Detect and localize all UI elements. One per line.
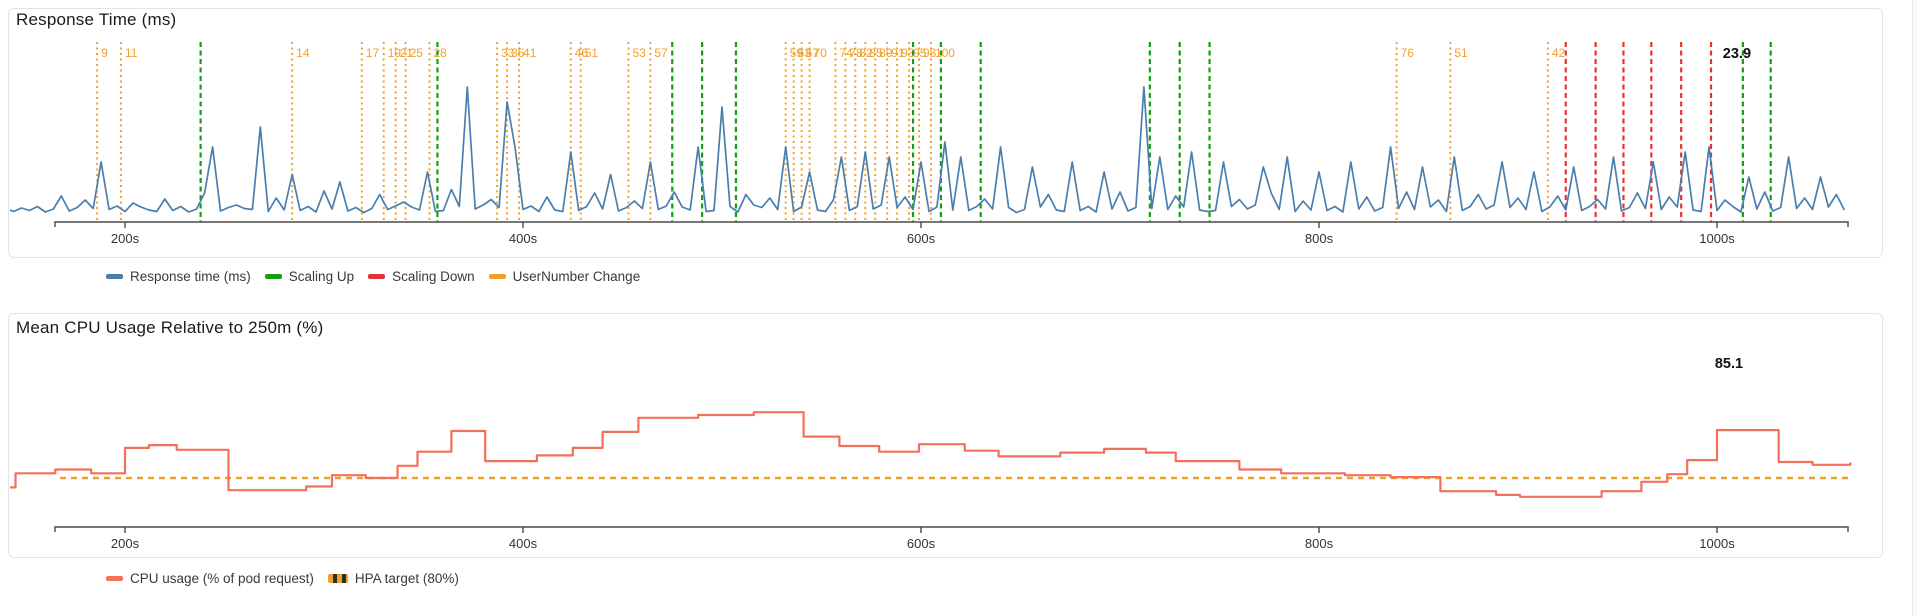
response-time-series <box>9 86 1846 214</box>
axis-tick-label: 800s <box>1305 231 1334 246</box>
user-change-label: 17 <box>366 46 380 60</box>
user-change-label: 93 <box>901 46 915 60</box>
user-change-label: 100 <box>935 46 955 60</box>
user-change-label: 51 <box>1454 46 1468 60</box>
user-change-label: 53 <box>632 46 646 60</box>
response-time-panel <box>8 8 1883 258</box>
user-change-label: 51 <box>585 46 599 60</box>
response-current-value: 23.9 <box>1723 46 1751 62</box>
user-change-label: 9 <box>101 46 108 60</box>
legend-item: Response time (ms) <box>106 269 251 284</box>
user-change-label: 76 <box>1401 46 1415 60</box>
window-scrollbar[interactable] <box>1912 0 1918 616</box>
axis-tick-label: 200s <box>111 536 140 551</box>
legend-label: Response time (ms) <box>130 268 251 284</box>
user-change-label: 41 <box>523 46 537 60</box>
legend-label: UserNumber Change <box>512 268 641 284</box>
axis-tick-label: 1000s <box>1699 231 1735 246</box>
user-change-label: 57 <box>654 46 668 60</box>
legend-swatch-icon <box>368 273 386 279</box>
user-change-label: 35 <box>511 46 525 60</box>
legend-item: CPU usage (% of pod request) <box>106 571 314 586</box>
user-change-label: 11 <box>125 46 138 60</box>
legend-label: CPU usage (% of pod request) <box>130 570 314 586</box>
user-change-label: 28 <box>433 46 447 60</box>
cpu-usage-panel <box>8 313 1883 558</box>
legend-label: HPA target (80%) <box>354 570 459 586</box>
user-change-label: 89 <box>879 46 893 60</box>
user-change-label: 42 <box>1552 46 1566 60</box>
legend-swatch-icon <box>106 273 123 279</box>
cpu-current-value: 85.1 <box>1715 356 1743 372</box>
cpu-x-axis <box>54 526 1849 532</box>
user-change-label: 98 <box>923 46 937 60</box>
axis-tick-label: 1000s <box>1699 536 1735 551</box>
legend-label: Scaling Down <box>392 268 475 284</box>
legend-item: HPA target (80%) <box>327 570 459 586</box>
legend-swatch-icon <box>264 273 282 279</box>
legend-swatch-icon <box>488 273 506 279</box>
user-change-label: 70 <box>814 46 828 60</box>
cpu-usage-legend: CPU usage (% of pod request) HPA target (… <box>106 568 459 588</box>
response-time-legend: Response time (ms) Scaling Up Scaling Down… <box>106 266 640 286</box>
legend-label: Scaling Up <box>288 268 355 284</box>
cpu-usage-series <box>10 411 1852 498</box>
axis-tick-label: 400s <box>509 231 538 246</box>
legend-item: Scaling Up <box>264 268 355 284</box>
axis-tick-label: 800s <box>1305 536 1334 551</box>
user-change-label: 19 <box>388 46 402 60</box>
user-change-label: 25 <box>410 46 424 60</box>
legend-swatch-icon <box>327 573 348 583</box>
user-change-label: 14 <box>296 46 310 60</box>
axis-tick-label: 200s <box>111 231 140 246</box>
cpu-usage-title: Mean CPU Usage Relative to 250m (%) <box>16 318 324 337</box>
axis-tick-label: 600s <box>907 231 936 246</box>
axis-tick-label: 400s <box>509 536 538 551</box>
legend-swatch-icon <box>106 575 123 581</box>
axis-tick-label: 600s <box>907 536 936 551</box>
response-time-title: Response Time (ms) <box>16 10 177 29</box>
response-x-axis <box>54 221 1849 227</box>
legend-item: UserNumber Change <box>488 268 641 284</box>
legend-item: Scaling Down <box>368 269 475 284</box>
